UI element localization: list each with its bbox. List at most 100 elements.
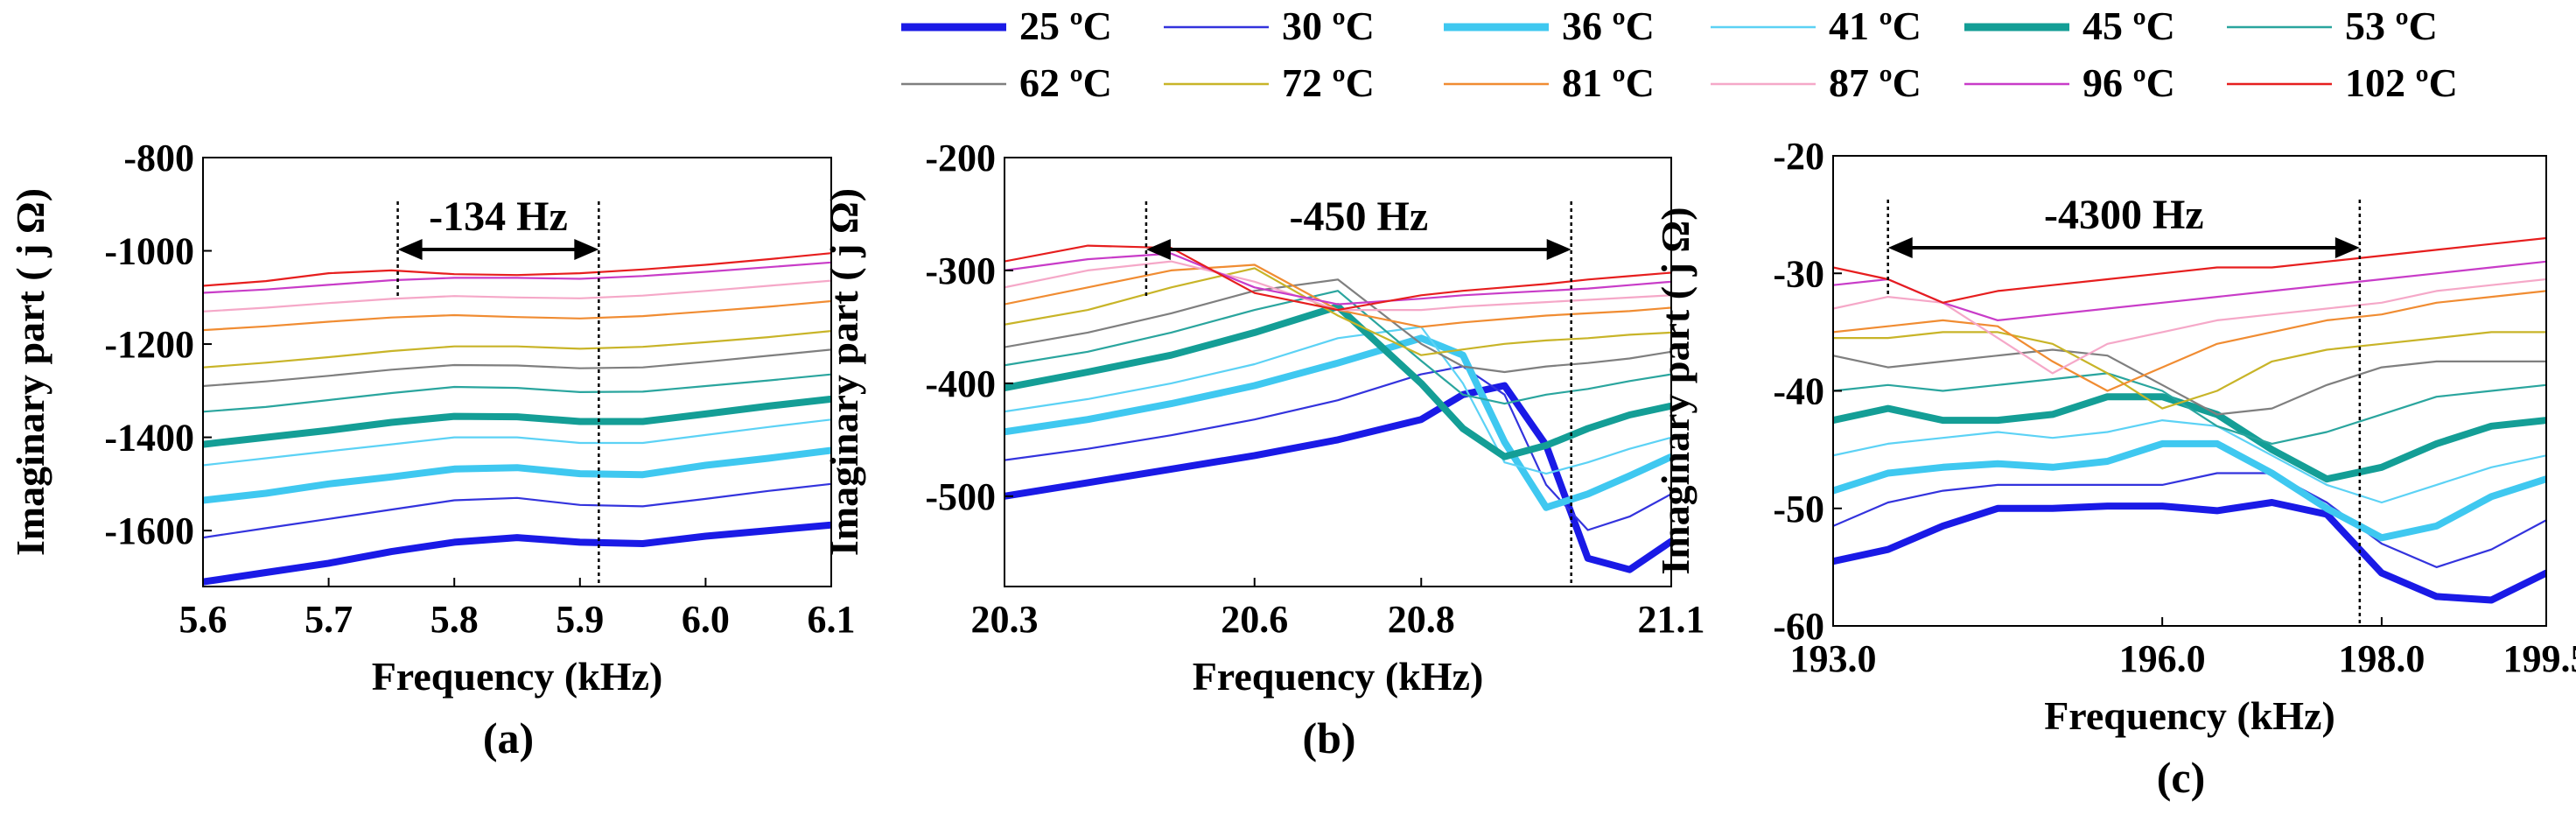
y-tick-label: -1600 [104, 509, 194, 552]
legend-label: 102 ºC [2345, 60, 2458, 105]
y-tick-label: -1400 [104, 417, 194, 460]
x-tick-label: 199.5 [2503, 637, 2576, 680]
legend-label: 53 ºC [2345, 4, 2438, 48]
legend-label: 30 ºC [1282, 4, 1375, 48]
series-line [1004, 365, 1671, 531]
series-group [1004, 244, 1671, 573]
series-line [203, 261, 831, 294]
x-tick-label: 5.9 [556, 598, 604, 641]
x-tick-label: 20.6 [1221, 598, 1288, 641]
series-line [1004, 260, 1671, 312]
panel-c: 193.0 196.0 198.0 199.5 -60 -50 -40 -30 -20 Frequ… [1653, 135, 2576, 802]
series-line [1833, 278, 2546, 375]
series-line [203, 521, 831, 586]
series-line [1833, 331, 2546, 410]
legend: 25 ºC 30 ºC 36 ºC 41 ºC 45 ºC 53 ºC 62 ºC 72 ºC… [901, 4, 2458, 105]
series-line [203, 348, 831, 388]
y-axis-label: Imaginary part ( j Ω) [822, 188, 866, 556]
series-group [1833, 236, 2546, 604]
legend-label: 87 ºC [1829, 60, 1922, 105]
series-line [1833, 393, 2546, 483]
panel-b: 20.3 20.6 20.8 21.1 -500 -400 -300 -200 Frequenc… [822, 137, 1705, 762]
legend-item: 25 ºC [901, 4, 1112, 48]
series-group [203, 252, 831, 586]
legend-item: 45 ºC [1964, 4, 2175, 48]
series-line [1004, 252, 1671, 306]
legend-item: 96 ºC [1964, 60, 2175, 105]
y-tick-label: -300 [925, 249, 996, 292]
series-line [203, 482, 831, 539]
y-tick-label: -30 [1773, 252, 1824, 295]
x-tick-label: 20.3 [971, 598, 1039, 641]
series-line [203, 252, 831, 287]
y-tick-label: -1200 [104, 323, 194, 366]
shift-annotation: -134 Hz [396, 193, 600, 587]
y-tick-label: -200 [925, 137, 996, 179]
series-line [203, 373, 831, 413]
shift-annotation: -4300 Hz [1886, 192, 2362, 626]
panel-label: (c) [2157, 753, 2206, 802]
series-line [1833, 472, 2546, 568]
series-line [1004, 290, 1671, 405]
y-tick-label: -20 [1773, 135, 1824, 178]
x-tick-label: 6.0 [682, 598, 730, 641]
arrow-head [574, 239, 599, 260]
y-axis-label: Imaginary part ( j Ω) [8, 188, 52, 556]
x-tick-label: 21.1 [1638, 598, 1705, 641]
axes-frame [202, 157, 832, 587]
legend-label: 41 ºC [1829, 4, 1922, 48]
y-tick-label: -50 [1773, 488, 1824, 530]
x-axis-label: Frequency (kHz) [1193, 654, 1484, 699]
x-tick-label: 5.6 [179, 598, 228, 641]
x-tick-label: 6.1 [808, 598, 856, 641]
x-tick-label: 5.7 [304, 598, 353, 641]
legend-item: 87 ºC [1711, 60, 1922, 105]
x-tick-label: 20.8 [1388, 598, 1455, 641]
x-tick-label: 193.0 [1790, 637, 1877, 680]
shift-annotation: -450 Hz [1144, 193, 1572, 587]
x-tick-label: 5.8 [430, 598, 479, 641]
x-axis-label: Frequency (kHz) [372, 654, 663, 699]
y-tick-label: -400 [925, 362, 996, 405]
y-tick-label: -500 [925, 475, 996, 518]
series-line [203, 446, 831, 504]
series-line [1833, 260, 2546, 321]
series-line [203, 279, 831, 313]
x-tick-label: 198.0 [2338, 637, 2425, 680]
axes-frame [1004, 157, 1672, 587]
legend-item: 102 ºC [2227, 60, 2458, 105]
legend-item: 62 ºC [901, 60, 1112, 105]
legend-item: 30 ºC [1164, 4, 1375, 48]
series-line [1833, 499, 2546, 604]
legend-label: 81 ºC [1562, 60, 1655, 105]
legend-label: 96 ºC [2082, 60, 2175, 105]
legend-item: 81 ºC [1444, 60, 1655, 105]
series-line [1004, 334, 1671, 511]
arrow-head [397, 239, 423, 260]
arrow-head [1546, 239, 1572, 260]
y-tick-label: -800 [123, 137, 194, 179]
series-line [203, 330, 831, 369]
series-line [203, 418, 831, 467]
legend-label: 62 ºC [1019, 60, 1112, 105]
arrow-head [1145, 239, 1171, 260]
legend-label: 25 ºC [1019, 4, 1112, 48]
legend-item: 41 ºC [1711, 4, 1922, 48]
panels: 5.6 5.7 5.8 5.9 6.0 6.1 -1600 -1400 -1200 -1000 -8… [8, 135, 2576, 802]
x-axis-label: Frequency (kHz) [2044, 693, 2335, 738]
legend-item: 53 ºC [2227, 4, 2438, 48]
series-line [1833, 439, 2546, 542]
x-tick-label: 196.0 [2119, 637, 2206, 680]
legend-item: 36 ºC [1444, 4, 1655, 48]
legend-label: 45 ºC [2082, 4, 2175, 48]
series-line [1833, 290, 2546, 392]
panel-label: (b) [1302, 713, 1355, 762]
series-line [1833, 236, 2546, 304]
arrow-head [2334, 237, 2360, 258]
series-line [1004, 303, 1671, 460]
series-line [1833, 419, 2546, 504]
panel-a: 5.6 5.7 5.8 5.9 6.0 6.1 -1600 -1400 -1200 -1000 -8… [8, 137, 856, 762]
series-line [1004, 263, 1671, 328]
series-line [203, 299, 831, 332]
